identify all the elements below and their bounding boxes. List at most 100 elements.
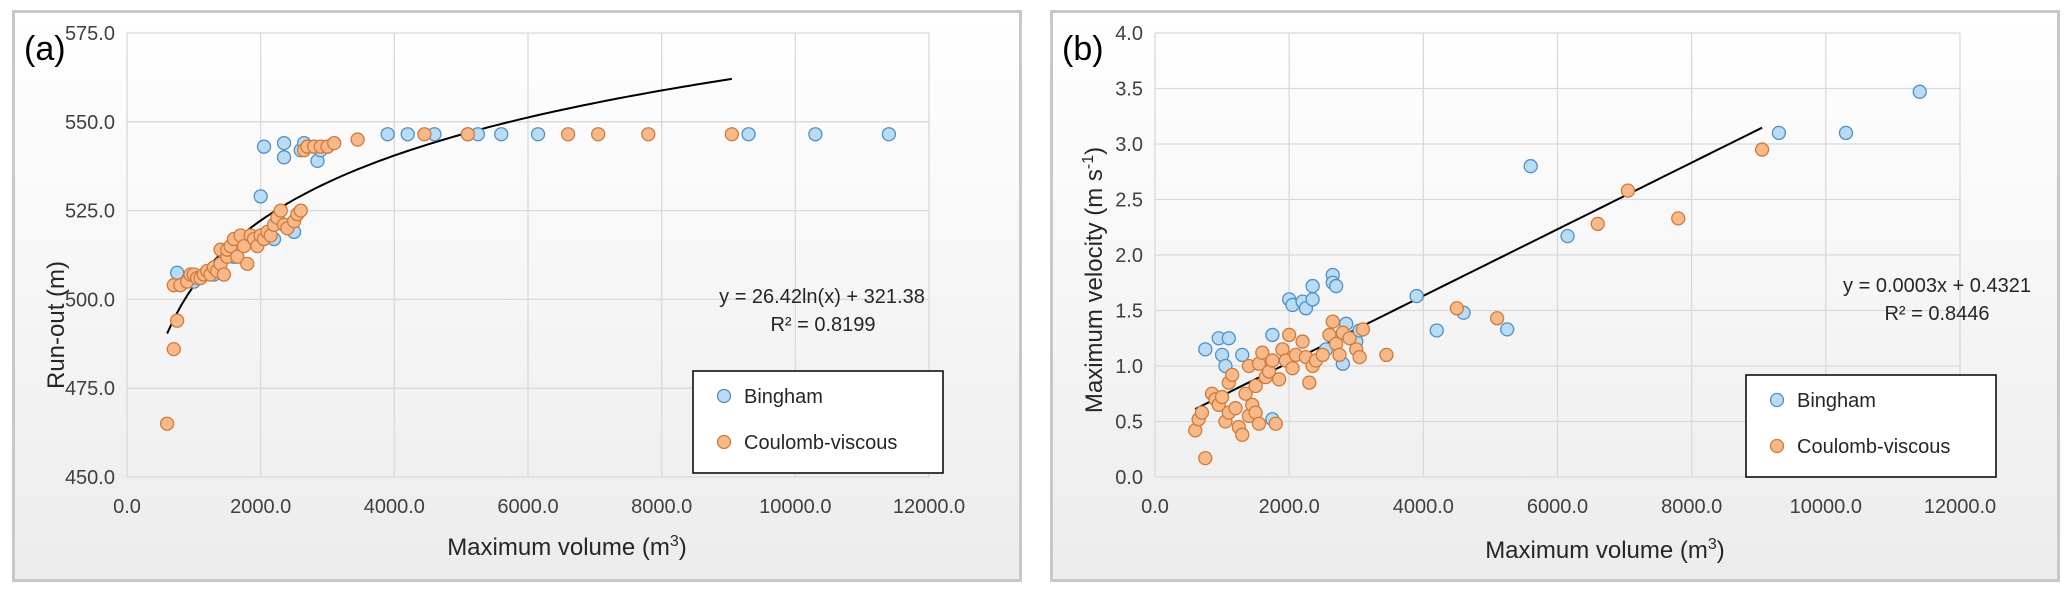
chart-b-coulomb-viscous-point [1268, 416, 1283, 431]
chart-a-bingham-point [256, 139, 272, 154]
chart-a-y-tick-label: 475.0 [65, 378, 115, 400]
legend-b-coulomb-label: Coulomb-viscous [1797, 436, 1950, 458]
chart-panel-a: 450.0 475.0 500.0 525.0 550.0 575.0 0.0 2000.0… [12, 10, 1022, 582]
chart-b-x-tick-label: 12000.0 [1924, 496, 1996, 518]
chart-a-frame [12, 10, 1022, 582]
chart-b-coulomb-viscous-point [1265, 353, 1280, 368]
chart-a-x-tick-label: 2000.0 [230, 496, 291, 518]
chart-b-coulomb-viscous-point [1489, 311, 1505, 326]
chart-a-svg: 450.0 475.0 500.0 525.0 550.0 575.0 0.0 2000.0… [12, 10, 1022, 582]
chart-b-coulomb-viscous-point [1214, 389, 1230, 405]
chart-b-coulomb-viscous-point [1355, 322, 1371, 337]
chart-a-y-ticks: 450.0 475.0 500.0 525.0 550.0 575.0 [65, 23, 115, 489]
legend-a-bingham-label: Bingham [744, 386, 823, 408]
chart-b-bingham-point [1305, 278, 1320, 294]
chart-a-y-tick-label: 525.0 [65, 201, 115, 223]
chart-b-coulomb-viscous-point [1255, 345, 1270, 360]
chart-b-coulomb-viscous-point [1285, 361, 1300, 376]
chart-b-y-tick-label: 0.0 [1115, 467, 1143, 489]
chart-a-bingham-point [400, 127, 415, 142]
chart-b-coulomb-viscous-point [1271, 372, 1287, 387]
chart-a-coulomb-viscous-point [240, 256, 255, 272]
chart-b-legend: Bingham Coulomb-viscous [1745, 374, 1997, 478]
chart-b-bingham-point [1838, 125, 1854, 141]
chart-b-coulomb-viscous-point [1224, 367, 1240, 383]
chart-a-bingham-point [741, 127, 756, 142]
chart-b-svg: 0.0 0.5 1.0 1.5 2.0 2.5 3.0 3.5 4.0 0.0 2000.0 400… [1050, 10, 2060, 582]
chart-a-coulomb-viscous-point [169, 313, 185, 328]
chart-b-y-tick-label: 3.0 [1115, 134, 1143, 156]
chart-a-x-tick-label: 12000.0 [893, 496, 965, 518]
chart-b-coulomb-viscous-point [1671, 211, 1686, 226]
chart-a-x-ticks: 0.0 2000.0 4000.0 6000.0 8000.0 10000.0 12000.… [113, 496, 965, 518]
chart-a-trendline-group [166, 77, 732, 334]
chart-b-frame [1050, 10, 2060, 582]
legend-b-bingham-label: Bingham [1797, 390, 1876, 412]
chart-a-y-tick-label: 550.0 [65, 112, 115, 134]
chart-b-y-tick-label: 4.0 [1115, 23, 1143, 45]
chart-a-r-squared: R² = 0.8199 [770, 314, 875, 336]
chart-b-bingham-point [1235, 347, 1250, 363]
chart-b-y-tick-label: 3.5 [1115, 79, 1143, 101]
chart-a-bingham-point [881, 127, 897, 142]
chart-b-bingham-point [1500, 322, 1515, 337]
chart-a-bingham-point [253, 189, 268, 204]
chart-b-x-tick-label: 4000.0 [1393, 496, 1454, 518]
chart-b-coulomb-viscous-point [1295, 334, 1310, 349]
panel-label-b: (b) [1062, 30, 1104, 68]
chart-a-coulomb-viscous-point [230, 249, 245, 264]
chart-b-x-tick-label: 8000.0 [1661, 496, 1722, 518]
chart-a-bingham-point [494, 127, 509, 142]
chart-b-coulomb-viscous-point [1332, 347, 1347, 363]
chart-b-coulomb-viscous-point [1620, 183, 1636, 198]
legend-a-coulomb-label: Coulomb-viscous [744, 432, 897, 454]
chart-b-y-ticks: 0.0 0.5 1.0 1.5 2.0 2.5 3.0 3.5 4.0 [1115, 23, 1143, 489]
chart-a-y-tick-label: 500.0 [65, 289, 115, 311]
chart-b-bingham-point [1560, 228, 1575, 244]
chart-b-y-tick-label: 2.5 [1115, 190, 1143, 212]
chart-a-trend-equation: y = 26.42ln(x) + 321.38 [719, 286, 925, 308]
chart-a-trendline [166, 77, 732, 334]
chart-b-x-tick-label: 0.0 [1141, 496, 1169, 518]
chart-b-coulomb-viscous-point [1228, 401, 1243, 416]
chart-a-coulomb-viscous-point [166, 341, 181, 357]
chart-a-bingham-point [276, 150, 292, 165]
chart-a-points [159, 127, 897, 431]
chart-b-bingham-point [1265, 327, 1280, 343]
chart-a-coulomb-viscous-point [560, 127, 576, 142]
chart-b-coulomb-viscous-point [1352, 349, 1367, 365]
chart-b-bingham-point [1523, 159, 1538, 174]
chart-b-bingham-point [1198, 342, 1213, 357]
chart-b-coulomb-viscous-point [1282, 327, 1297, 343]
chart-b-y-tick-label: 1.0 [1115, 356, 1143, 378]
chart-b-bingham-point [1912, 84, 1927, 99]
legend-a-coulomb-marker [716, 434, 732, 450]
chart-a-y-tick-label: 575.0 [65, 23, 115, 45]
chart-a-legend: Bingham Coulomb-viscous [692, 370, 944, 474]
chart-a-coulomb-viscous-point [591, 127, 606, 142]
chart-a-y-tick-label: 450.0 [65, 467, 115, 489]
chart-b-x-tick-label: 10000.0 [1790, 496, 1862, 518]
chart-b-bingham-point [1409, 288, 1424, 304]
chart-b-bingham-point [1305, 292, 1320, 307]
chart-b-coulomb-viscous-point [1238, 386, 1253, 401]
chart-b-bingham-point [1429, 323, 1444, 338]
chart-b-bingham-point [1771, 125, 1787, 141]
chart-a-coulomb-viscous-point [273, 203, 288, 218]
chart-a-coulomb-viscous-point [641, 127, 656, 142]
chart-b-y-axis-label: Maximum velocity (m s-1) [1080, 147, 1108, 413]
chart-a-x-axis-label: Maximum volume (m3) [447, 533, 687, 561]
chart-b-x-ticks: 0.0 2000.0 4000.0 6000.0 8000.0 10000.0 12000.… [1141, 496, 1996, 518]
chart-a-x-tick-label: 0.0 [113, 496, 141, 518]
chart-a-y-axis-label: Run-out (m) [43, 261, 70, 389]
chart-b-x-tick-label: 6000.0 [1527, 496, 1588, 518]
legend-a-bingham-marker [716, 388, 732, 404]
chart-a-coulomb-viscous-point [417, 127, 432, 142]
chart-b-coulomb-viscous-point [1248, 378, 1263, 394]
chart-a-coulomb-viscous-point [327, 135, 342, 151]
chart-b-coulomb-viscous-point [1449, 301, 1465, 316]
chart-b-y-tick-label: 1.5 [1115, 301, 1143, 323]
chart-a-legend-box [692, 370, 944, 474]
chart-b-x-axis-label: Maximum volume (m3) [1485, 536, 1725, 564]
chart-b-coulomb-viscous-point [1315, 347, 1330, 363]
